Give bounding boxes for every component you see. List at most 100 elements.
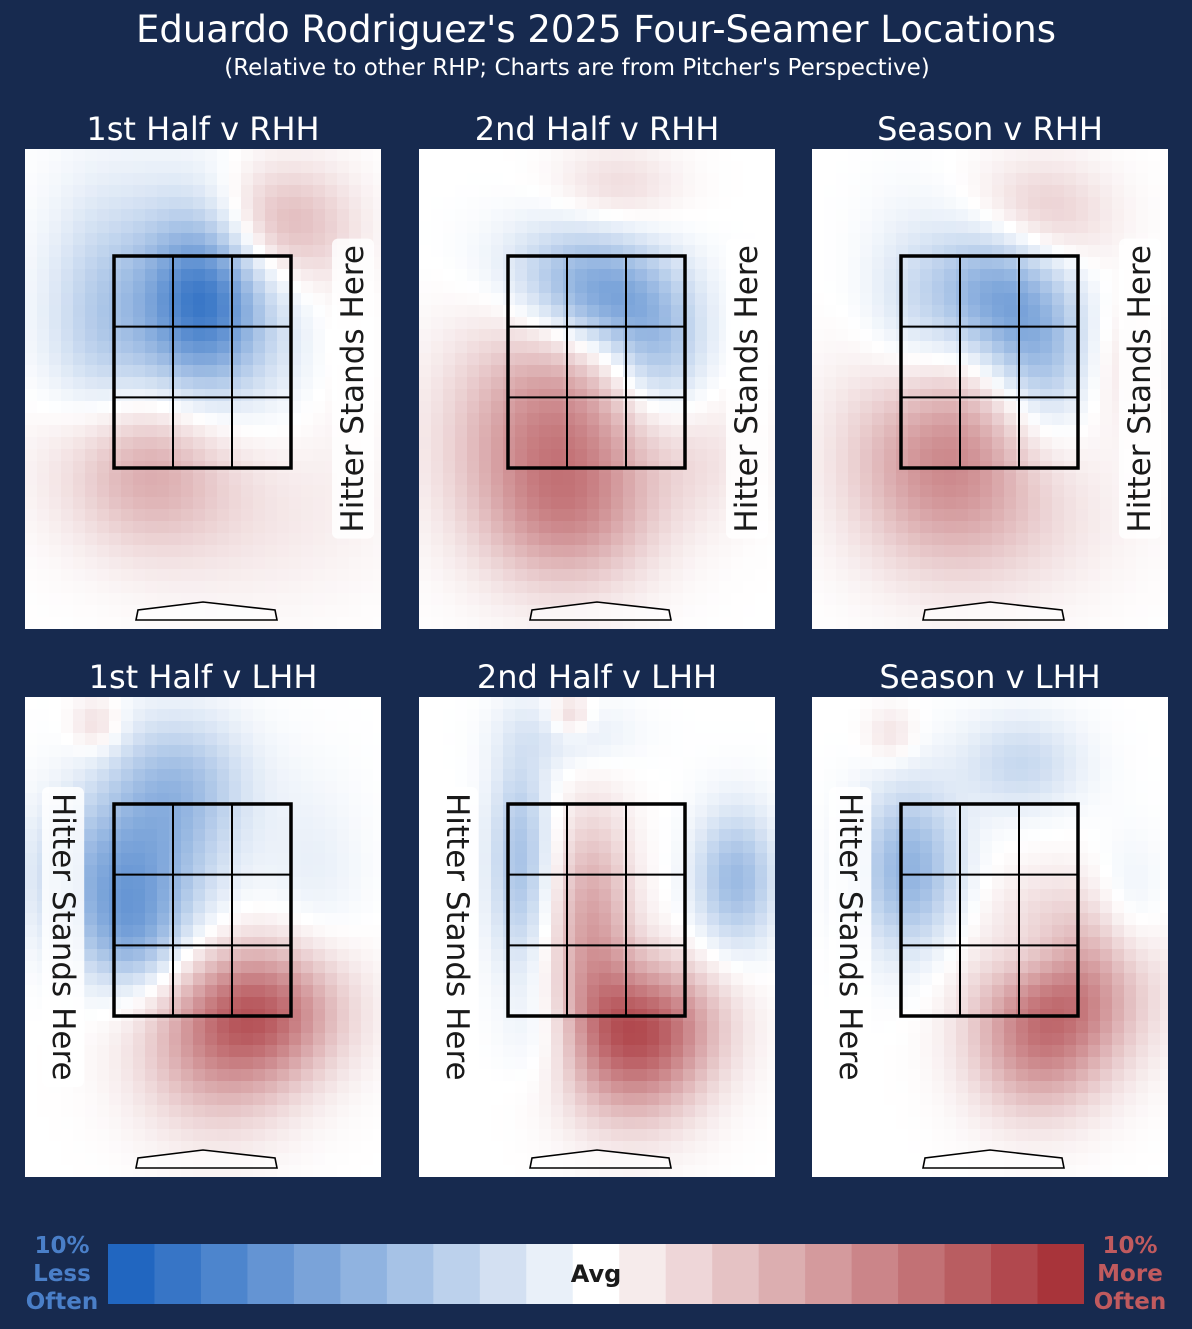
heatmap-cell (277, 889, 290, 902)
heatmap-cell (908, 149, 921, 162)
heatmap-cell (121, 341, 134, 354)
heatmap-cell (325, 221, 338, 234)
heatmap-cell (719, 733, 732, 746)
heatmap-cell (25, 1141, 38, 1154)
heatmap-cell (551, 593, 564, 606)
heatmap-cell (349, 557, 362, 570)
heatmap-cell (193, 425, 206, 438)
heatmap-cell (956, 485, 969, 498)
heatmap-cell (325, 1057, 338, 1070)
heatmap-cell (419, 709, 432, 722)
heatmap-cell (97, 1129, 110, 1142)
heatmap-cell (419, 221, 432, 234)
heatmap-cell (824, 185, 837, 198)
heatmap-cell (824, 293, 837, 306)
heatmap-cell (812, 593, 825, 606)
heatmap-cell (181, 1141, 194, 1154)
heatmap-cell (419, 377, 432, 390)
heatmap-cell (683, 149, 696, 162)
heatmap-cell (1004, 593, 1017, 606)
heatmap-cell (539, 533, 552, 546)
heatmap-cell (419, 533, 432, 546)
heatmap-cell (647, 317, 660, 330)
heatmap-cell (121, 221, 134, 234)
heatmap-cell (337, 721, 350, 734)
heatmap-cell (349, 697, 362, 710)
heatmap-cell (121, 233, 134, 246)
heatmap-cell (551, 269, 564, 282)
heatmap-cell (767, 305, 775, 318)
heatmap-cell (253, 317, 266, 330)
heatmap-cell (181, 365, 194, 378)
heatmap-cell (599, 173, 612, 186)
heatmap-cell (539, 293, 552, 306)
heatmap-cell (743, 617, 756, 629)
heatmap-cell (337, 769, 350, 782)
heatmap-cell (1016, 521, 1029, 534)
heatmap-cell (932, 293, 945, 306)
heatmap-cell (992, 161, 1005, 174)
heatmap-cell (539, 485, 552, 498)
heatmap-cell (277, 1093, 290, 1106)
heatmap-cell (635, 161, 648, 174)
heatmap-cell (229, 317, 242, 330)
heatmap-cell (205, 913, 218, 926)
heatmap-cell (265, 233, 278, 246)
heatmap-cell (1076, 557, 1089, 570)
heatmap-cell (133, 209, 146, 222)
heatmap-cell (73, 1141, 86, 1154)
heatmap-cell (848, 305, 861, 318)
heatmap-cell (1028, 161, 1041, 174)
heatmap-cell (85, 293, 98, 306)
heatmap-cell (277, 305, 290, 318)
heatmap-cell (193, 1117, 206, 1130)
heatmap-cell (527, 497, 540, 510)
heatmap-cell (145, 257, 158, 270)
heatmap-cell (515, 305, 528, 318)
heatmap-cell (455, 709, 468, 722)
heatmap-cell (599, 581, 612, 594)
heatmap-cell (169, 1021, 182, 1034)
heatmap-cell (527, 545, 540, 558)
heatmap-cell (551, 401, 564, 414)
heatmap-cell (551, 733, 564, 746)
heatmap-cell (373, 1021, 381, 1034)
heatmap-cell (587, 697, 600, 710)
heatmap-cell (229, 805, 242, 818)
heatmap-cell (647, 697, 660, 710)
heatmap-cell (1112, 197, 1125, 210)
heatmap-cell (25, 545, 38, 558)
heatmap-cell (611, 745, 624, 758)
heatmap-cell (193, 353, 206, 366)
heatmap-cell (944, 437, 957, 450)
heatmap-cell (121, 1153, 134, 1166)
heatmap-cell (289, 1117, 302, 1130)
heatmap-cell (73, 449, 86, 462)
heatmap-cell (623, 721, 636, 734)
heatmap-cell (217, 697, 230, 710)
heatmap-cell (217, 449, 230, 462)
heatmap-cell (121, 593, 134, 606)
heatmap-cell (539, 721, 552, 734)
heatmap-cell (133, 709, 146, 722)
heatmap-cell (181, 889, 194, 902)
heatmap-cell (253, 985, 266, 998)
heatmap-cell (920, 161, 933, 174)
heatmap-cell (157, 901, 170, 914)
heatmap-cell (169, 853, 182, 866)
heatmap-cell (157, 841, 170, 854)
heatmap-cell (1064, 233, 1077, 246)
heatmap-cell (121, 1093, 134, 1106)
heatmap-cell (205, 829, 218, 842)
heatmap-cell (277, 449, 290, 462)
heatmap-cell (217, 293, 230, 306)
heatmap-cell (217, 269, 230, 282)
heatmap-cell (575, 341, 588, 354)
heatmap-cell (301, 329, 314, 342)
heatmap-cell (265, 769, 278, 782)
heatmap-cell (980, 545, 993, 558)
heatmap-cell (373, 185, 381, 198)
heatmap-cell (265, 1105, 278, 1118)
heatmap-cell (265, 961, 278, 974)
heatmap-cell (563, 161, 576, 174)
